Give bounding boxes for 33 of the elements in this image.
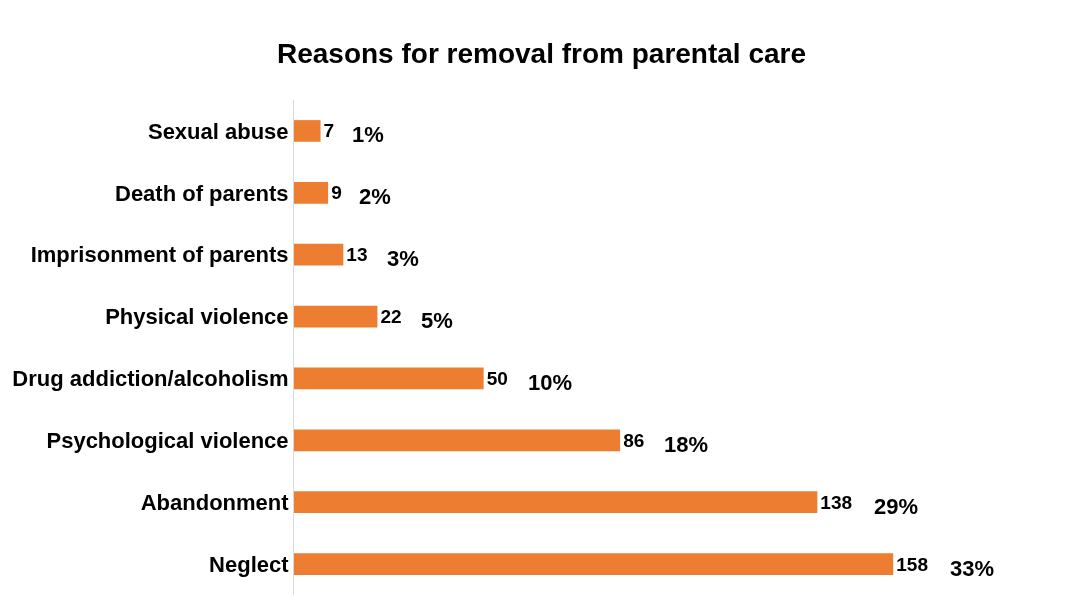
annotation: 33% (950, 556, 995, 581)
annotation: 3% (387, 246, 419, 271)
data-label: 22 (380, 306, 402, 328)
annotation: 10% (528, 370, 573, 395)
data-label: 13 (346, 244, 368, 266)
y-tick-label: Psychological violence (46, 428, 289, 454)
annotation: 18% (664, 432, 709, 457)
y-tick-label: Sexual abuse (147, 118, 289, 144)
annotation: 2% (359, 184, 391, 209)
data-label: 50 (486, 367, 508, 389)
chart-title: Reasons for removal from parental care (276, 37, 807, 69)
bar (294, 243, 344, 266)
y-tick-label: Imprisonment of parents (30, 242, 289, 268)
annotation: 29% (874, 494, 919, 519)
bar (294, 181, 329, 204)
data-label: 158 (896, 553, 928, 575)
y-tick-label: Death of parents (115, 180, 289, 206)
y-tick-label: Abandonment (140, 489, 290, 515)
data-label: 138 (820, 491, 853, 513)
bar (294, 367, 484, 390)
annotation: 1% (352, 122, 384, 147)
y-tick-label: Physical violence (105, 304, 289, 330)
bar (294, 553, 894, 575)
data-label: 9 (331, 182, 342, 204)
bar (294, 305, 378, 328)
bar (294, 491, 818, 514)
data-label: 86 (623, 429, 645, 451)
annotation: 5% (421, 308, 453, 333)
bar (294, 120, 321, 142)
bar (294, 429, 621, 452)
y-tick-label: Drug addiction/alcoholism (12, 366, 289, 392)
data-label: 7 (323, 120, 335, 142)
y-tick-label: Neglect (209, 551, 290, 577)
